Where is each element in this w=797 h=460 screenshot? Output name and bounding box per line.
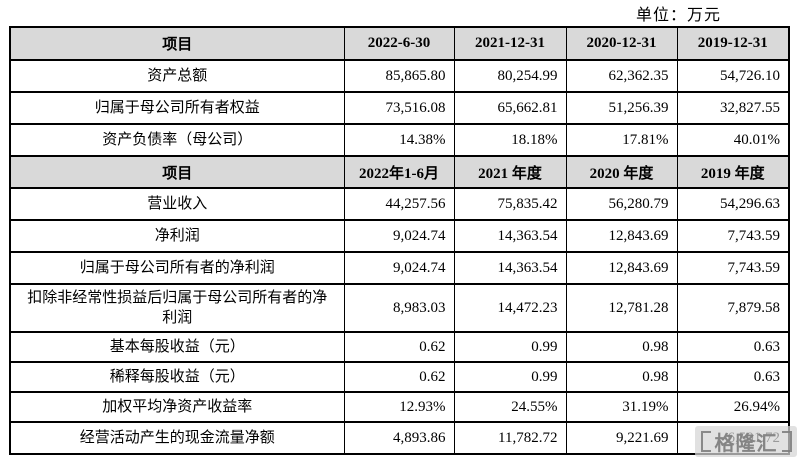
- cell-value: 51,256.39: [565, 91, 678, 125]
- cell-value: 7,743.59: [676, 251, 790, 285]
- row-weighted-roe: 加权平均净资产收益率 12.93% 24.55% 31.19% 26.94%: [9, 391, 790, 423]
- col-header-2022-6-30: 2022-6-30: [343, 26, 455, 61]
- row-basic-eps: 基本每股收益（元） 0.62 0.99 0.98 0.63: [9, 331, 790, 363]
- cell-value: 7,743.59: [676, 219, 790, 253]
- row-revenue: 营业收入 44,257.56 75,835.42 56,280.79 54,29…: [9, 187, 790, 221]
- cell-value: 14,363.54: [453, 251, 567, 285]
- row-label: 归属于母公司所有者权益: [9, 91, 345, 125]
- row-label: 归属于母公司所有者的净利润: [9, 251, 345, 285]
- col-header-item: 项目: [9, 155, 345, 189]
- cell-value: 18.18%: [453, 123, 567, 157]
- cell-value: 24.55%: [453, 391, 567, 423]
- col-header-item: 项目: [9, 26, 345, 61]
- unit-label: 单位：万元: [635, 7, 721, 24]
- financial-summary-table: 项目 2022-6-30 2021-12-31 2020-12-31 2019-…: [9, 26, 790, 455]
- cell-value: 4,893.86: [343, 421, 455, 455]
- cell-value: 14,363.54: [453, 219, 567, 253]
- cell-value: 0.62: [343, 361, 455, 393]
- gelonghui-watermark: 格隆汇: [695, 426, 797, 457]
- cell-value: 54,726.10: [676, 59, 790, 93]
- cell-value: 56,280.79: [565, 187, 678, 221]
- cell-value: 9,024.74: [343, 251, 455, 285]
- row-label: 营业收入: [9, 187, 345, 221]
- cell-value: 73,516.08: [343, 91, 455, 125]
- cell-value: 0.63: [676, 361, 790, 393]
- cell-value: 31.19%: [565, 391, 678, 423]
- row-label: 经营活动产生的现金流量净额: [9, 421, 345, 455]
- cell-value: 85,865.80: [343, 59, 455, 93]
- cell-value: 44,257.56: [343, 187, 455, 221]
- col-header-2020-12-31: 2020-12-31: [565, 26, 678, 61]
- row-debt-ratio: 资产负债率（母公司） 14.38% 18.18% 17.81% 40.01%: [9, 123, 790, 157]
- cell-value: 12,781.28: [565, 283, 678, 333]
- row-label: 扣除非经常性损益后归属于母公司所有者的净利润: [9, 283, 345, 333]
- balance-sheet-header-row: 项目 2022-6-30 2021-12-31 2020-12-31 2019-…: [9, 26, 790, 61]
- cell-value: 40.01%: [676, 123, 790, 157]
- cell-value: 26.94%: [676, 391, 790, 423]
- cell-value: 65,662.81: [453, 91, 567, 125]
- cell-value: 12,843.69: [565, 219, 678, 253]
- col-header-2022-h1: 2022年1-6月: [343, 155, 455, 189]
- watermark-right-bracket-icon: [781, 431, 792, 452]
- cell-value: 9,221.69: [565, 421, 678, 455]
- cell-value: 8,983.03: [343, 283, 455, 333]
- cell-value: 0.62: [343, 331, 455, 363]
- cell-value: 62,362.35: [565, 59, 678, 93]
- cell-value: 54,296.63: [676, 187, 790, 221]
- row-diluted-eps: 稀释每股收益（元） 0.62 0.99 0.98 0.63: [9, 361, 790, 393]
- cell-value: 14.38%: [343, 123, 455, 157]
- row-label: 净利润: [9, 219, 345, 253]
- col-header-2021: 2021 年度: [453, 155, 567, 189]
- col-header-2019-12-31: 2019-12-31: [676, 26, 790, 61]
- row-operating-cash-flow: 经营活动产生的现金流量净额 4,893.86 11,782.72 9,221.6…: [9, 421, 790, 455]
- cell-value: 0.99: [453, 331, 567, 363]
- cell-value: 12,843.69: [565, 251, 678, 285]
- cell-value: 7,879.58: [676, 283, 790, 333]
- row-net-profit: 净利润 9,024.74 14,363.54 12,843.69 7,743.5…: [9, 219, 790, 253]
- cell-value: 0.98: [565, 331, 678, 363]
- row-net-profit-parent: 归属于母公司所有者的净利润 9,024.74 14,363.54 12,843.…: [9, 251, 790, 285]
- row-parent-equity: 归属于母公司所有者权益 73,516.08 65,662.81 51,256.3…: [9, 91, 790, 125]
- row-label: 资产总额: [9, 59, 345, 93]
- cell-value: 17.81%: [565, 123, 678, 157]
- cell-value: 0.63: [676, 331, 790, 363]
- row-total-assets: 资产总额 85,865.80 80,254.99 62,362.35 54,72…: [9, 59, 790, 93]
- row-net-profit-deducted: 扣除非经常性损益后归属于母公司所有者的净利润 8,983.03 14,472.2…: [9, 283, 790, 333]
- cell-value: 11,782.72: [453, 421, 567, 455]
- row-label: 资产负债率（母公司）: [9, 123, 345, 157]
- row-label: 基本每股收益（元）: [9, 331, 345, 363]
- cell-value: 75,835.42: [453, 187, 567, 221]
- cell-value: 32,827.55: [676, 91, 790, 125]
- income-statement-header-row: 项目 2022年1-6月 2021 年度 2020 年度 2019 年度: [9, 155, 790, 189]
- watermark-text: 格隆汇: [714, 433, 778, 455]
- cell-value: 12.93%: [343, 391, 455, 423]
- cell-value: 0.98: [565, 361, 678, 393]
- cell-value: 9,024.74: [343, 219, 455, 253]
- col-header-2019: 2019 年度: [676, 155, 790, 189]
- cell-value: 0.99: [453, 361, 567, 393]
- row-label: 加权平均净资产收益率: [9, 391, 345, 423]
- col-header-2021-12-31: 2021-12-31: [453, 26, 567, 61]
- cell-value: 80,254.99: [453, 59, 567, 93]
- cell-value: 14,472.23: [453, 283, 567, 333]
- row-label: 稀释每股收益（元）: [9, 361, 345, 393]
- watermark-left-bracket-icon: [700, 431, 711, 452]
- col-header-2020: 2020 年度: [565, 155, 678, 189]
